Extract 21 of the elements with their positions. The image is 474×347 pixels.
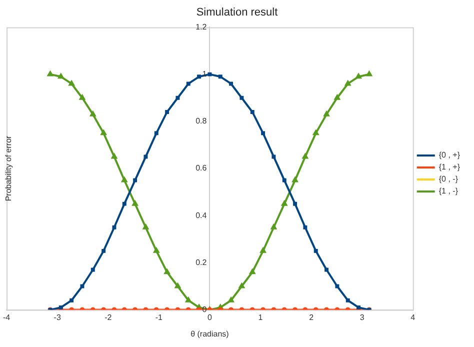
x-tick-label: -4	[2, 312, 11, 322]
y-tick-label: 0.2	[196, 258, 208, 267]
y-tick-label: 1.2	[196, 22, 208, 32]
chart-title: Simulation result	[196, 6, 278, 19]
y-tick-label: 0.4	[196, 210, 208, 220]
legend-label: {0 , -}	[438, 174, 458, 184]
x-tick-label: 3	[360, 312, 365, 322]
y-axis-title: Probability of error	[4, 135, 14, 202]
y-tick-label: 0.6	[196, 164, 208, 173]
legend-label: {1 , -}	[438, 186, 458, 196]
x-tick-label: -1	[155, 312, 164, 322]
y-tick-label: 0.8	[196, 116, 208, 126]
x-tick-label: -3	[54, 312, 62, 322]
x-tick-label: -2	[104, 312, 112, 322]
x-tick-label: 1	[258, 312, 264, 322]
x-tick-label: 4	[410, 312, 416, 322]
y-tick-label: 0	[202, 305, 208, 314]
legend-label: {1 , +}	[438, 162, 460, 172]
x-tick-label: 2	[309, 312, 314, 322]
x-axis-title: θ (radians)	[190, 329, 230, 338]
legend-label: {0 , +}	[438, 150, 460, 160]
